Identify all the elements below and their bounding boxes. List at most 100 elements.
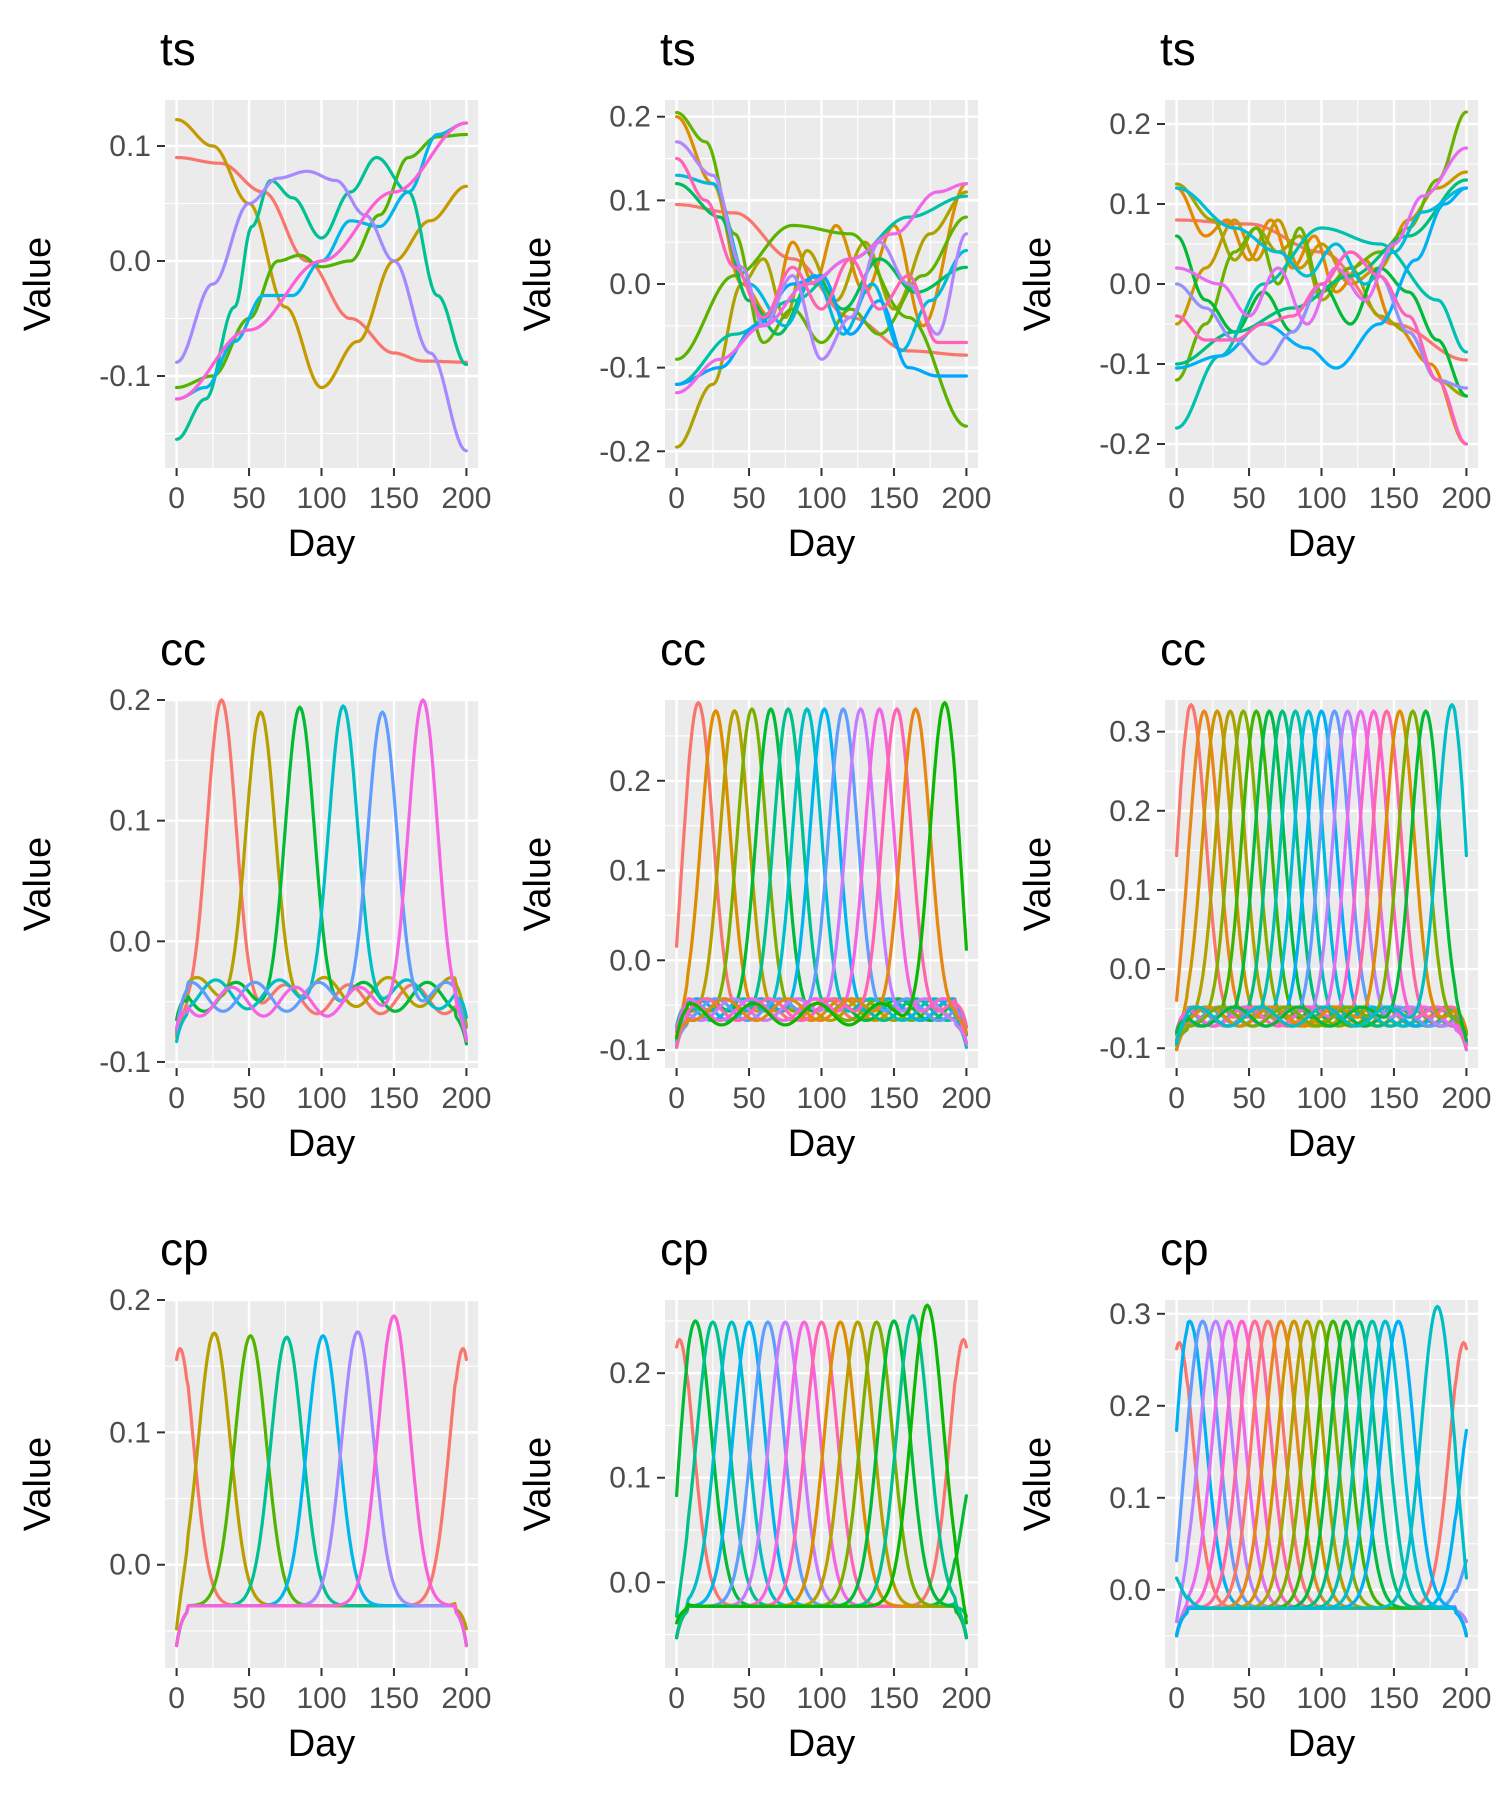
chart-panel-8: 0 50 100 150 200 0.0 0.1 0.2 cp Day Value bbox=[517, 1223, 991, 1765]
series-line-7 bbox=[175, 1314, 468, 1648]
y-tick-label: -0.2 bbox=[1099, 428, 1151, 461]
y-axis-title: Value bbox=[17, 837, 59, 931]
chart-panel-5: 0 50 100 150 200 -0.1 0.0 0.1 0.2 cc Day Value bbox=[517, 623, 991, 1165]
x-tick-label: 100 bbox=[1296, 482, 1346, 515]
y-axis-title: Value bbox=[517, 1437, 559, 1531]
series-line-20 bbox=[1175, 703, 1468, 1046]
series-line-10 bbox=[1175, 186, 1468, 370]
x-tick-label: 200 bbox=[1441, 1082, 1491, 1115]
x-axis-title: Day bbox=[1288, 1723, 1356, 1765]
chart-panel-9: 0 50 100 150 200 0.0 0.1 0.2 0.3 cp Day Value bbox=[1017, 1223, 1491, 1765]
y-tick-label: 0.2 bbox=[109, 1284, 151, 1317]
x-tick-label: 50 bbox=[232, 1682, 265, 1715]
y-tick-label: -0.1 bbox=[99, 1046, 151, 1079]
x-tick-label: 50 bbox=[732, 1082, 765, 1115]
series-line-4 bbox=[175, 155, 468, 441]
series-line-6 bbox=[175, 169, 468, 453]
series-line-13 bbox=[1175, 250, 1468, 446]
x-tick-label: 50 bbox=[1232, 1682, 1265, 1715]
panel-title: ts bbox=[160, 23, 196, 75]
panel-title: ts bbox=[1160, 23, 1196, 75]
series-line-12 bbox=[1175, 146, 1468, 326]
panel-title: cp bbox=[160, 1223, 209, 1275]
series-line-2 bbox=[1175, 186, 1468, 446]
series-line-13 bbox=[675, 707, 968, 1039]
y-tick-label: 0.1 bbox=[1109, 188, 1151, 221]
x-axis-title: Day bbox=[788, 1723, 856, 1765]
series-line-6 bbox=[175, 698, 468, 1043]
x-tick-label: 50 bbox=[232, 1082, 265, 1115]
y-tick-label: 0.2 bbox=[1109, 795, 1151, 828]
series-line-15 bbox=[1175, 709, 1468, 1051]
series-line-4 bbox=[175, 704, 468, 1044]
x-tick-label: 0 bbox=[1168, 482, 1185, 515]
x-tick-label: 50 bbox=[1232, 1082, 1265, 1115]
y-axis-title: Value bbox=[1017, 1437, 1059, 1531]
x-tick-label: 200 bbox=[441, 482, 491, 515]
series-line-2 bbox=[175, 118, 468, 390]
series-line-17 bbox=[1175, 709, 1468, 1052]
x-tick-label: 0 bbox=[168, 1082, 185, 1115]
x-tick-label: 0 bbox=[168, 1682, 185, 1715]
series-line-15 bbox=[675, 1303, 968, 1625]
y-tick-label: 0.1 bbox=[109, 1416, 151, 1449]
x-tick-label: 100 bbox=[796, 1682, 846, 1715]
y-tick-label: 0.0 bbox=[1109, 1574, 1151, 1607]
y-tick-label: 0.2 bbox=[609, 101, 651, 134]
x-tick-label: 150 bbox=[369, 482, 419, 515]
y-tick-label: 0.2 bbox=[609, 1357, 651, 1390]
series-line-9 bbox=[1175, 186, 1468, 286]
y-tick-label: 0.0 bbox=[1109, 268, 1151, 301]
x-tick-label: 0 bbox=[668, 482, 685, 515]
y-tick-label: 0.2 bbox=[109, 684, 151, 717]
x-tick-label: 150 bbox=[1369, 1082, 1419, 1115]
y-tick-label: -0.1 bbox=[599, 352, 651, 385]
x-tick-label: 0 bbox=[1168, 1082, 1185, 1115]
y-tick-label: 0.1 bbox=[109, 805, 151, 838]
panel-title: cp bbox=[660, 1223, 709, 1275]
y-tick-label: 0.1 bbox=[1109, 1482, 1151, 1515]
series-line-5 bbox=[675, 223, 968, 428]
y-tick-label: 0.1 bbox=[109, 130, 151, 163]
x-tick-label: 100 bbox=[796, 1082, 846, 1115]
x-tick-label: 200 bbox=[941, 1682, 991, 1715]
x-axis-title: Day bbox=[288, 523, 356, 565]
series-line-5 bbox=[175, 710, 468, 1041]
y-tick-label: 0.0 bbox=[109, 1549, 151, 1582]
y-tick-label: 0.3 bbox=[1109, 1298, 1151, 1331]
panel-title: cp bbox=[1160, 1223, 1209, 1275]
series-line-11 bbox=[675, 707, 968, 1046]
chart-panel-6: 0 50 100 150 200 -0.1 0.0 0.1 0.2 0.3 cc Day Value bbox=[1017, 623, 1491, 1165]
series-line-10 bbox=[675, 707, 968, 1044]
panel-title: ts bbox=[660, 23, 696, 75]
y-tick-label: 0.2 bbox=[609, 765, 651, 798]
y-tick-label: 0.0 bbox=[609, 268, 651, 301]
x-tick-label: 50 bbox=[732, 482, 765, 515]
panel-title: cc bbox=[1160, 623, 1206, 675]
y-tick-label: 0.2 bbox=[1109, 108, 1151, 141]
chart-panel-4: 0 50 100 150 200 -0.1 0.0 0.1 0.2 cc Day Value bbox=[17, 623, 491, 1165]
series-line-18 bbox=[1175, 709, 1468, 1045]
series-line-19 bbox=[1175, 709, 1468, 1043]
y-axis-title: Value bbox=[17, 1437, 59, 1531]
x-tick-label: 150 bbox=[869, 1682, 919, 1715]
x-axis-title: Day bbox=[788, 523, 856, 565]
series-line-19 bbox=[1175, 1304, 1468, 1610]
x-tick-label: 0 bbox=[668, 1682, 685, 1715]
x-tick-label: 100 bbox=[796, 482, 846, 515]
y-tick-label: 0.0 bbox=[1109, 953, 1151, 986]
x-axis-title: Day bbox=[288, 1123, 356, 1165]
x-tick-label: 50 bbox=[732, 1682, 765, 1715]
chart-panel-7: 0 50 100 150 200 0.0 0.1 0.2 cp Day Value bbox=[17, 1223, 491, 1765]
x-tick-label: 50 bbox=[232, 482, 265, 515]
series-line-12 bbox=[675, 156, 968, 345]
x-tick-label: 200 bbox=[941, 482, 991, 515]
x-tick-label: 200 bbox=[1441, 482, 1491, 515]
x-tick-label: 150 bbox=[1369, 482, 1419, 515]
series-line-14 bbox=[675, 701, 968, 1040]
y-tick-label: -0.1 bbox=[599, 1034, 651, 1067]
x-tick-label: 0 bbox=[168, 482, 185, 515]
x-tick-label: 100 bbox=[1296, 1682, 1346, 1715]
y-tick-label: 0.0 bbox=[109, 245, 151, 278]
